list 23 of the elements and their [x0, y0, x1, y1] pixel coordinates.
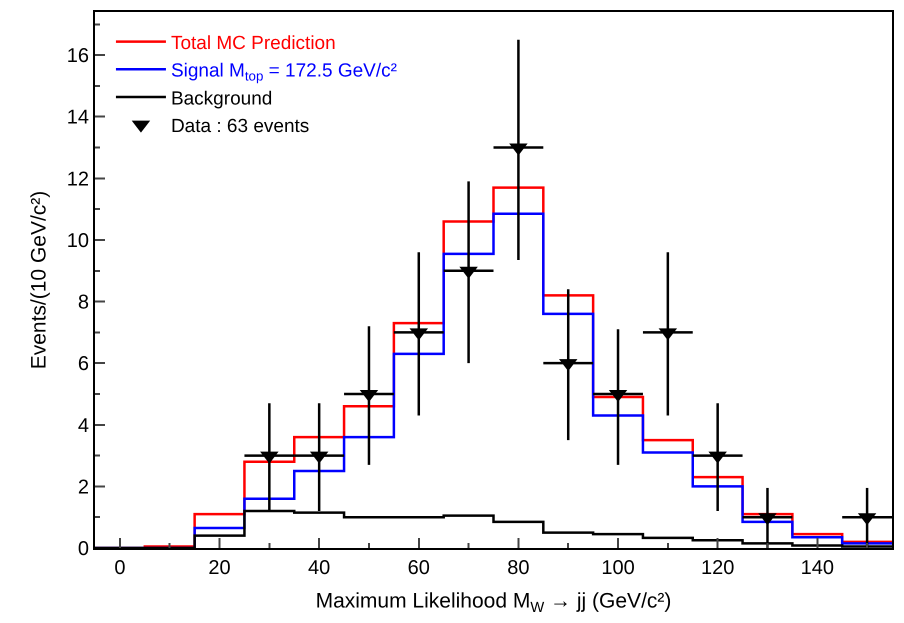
- legend-label: Background: [170, 88, 272, 110]
- legend-label: Data : 63 events: [170, 116, 310, 138]
- y-tick-label: 0: [78, 538, 89, 560]
- x-tick-label: 40: [308, 557, 330, 579]
- legend-label: Total MC Prediction: [170, 32, 336, 54]
- x-tick-label: 120: [700, 557, 734, 579]
- y-tick-label: 12: [66, 168, 89, 190]
- x-tick-label: 100: [601, 557, 635, 579]
- x-tick-label: 0: [114, 557, 126, 579]
- x-axis-title: Maximum Likelihood M$_{W}$ → jj (GeV/c²): [316, 590, 672, 616]
- y-tick-label: 4: [78, 414, 89, 437]
- x-tick-label: 80: [507, 557, 530, 579]
- legend-label: Signal M$_{top}$ = 172.5 GeV/c²: [170, 60, 397, 84]
- x-tick-label: 140: [800, 557, 834, 579]
- y-tick-label: 8: [78, 292, 89, 314]
- y-axis-title: Events/(10 GeV/c²): [27, 190, 50, 370]
- x-tick-label: 60: [408, 557, 430, 579]
- y-tick-label: 6: [78, 353, 89, 376]
- y-tick-label: 16: [66, 45, 89, 68]
- y-tick-label: 14: [66, 106, 89, 129]
- y-tick-label: 10: [66, 230, 89, 252]
- x-tick-label: 20: [208, 557, 231, 579]
- y-tick-label: 2: [78, 476, 89, 498]
